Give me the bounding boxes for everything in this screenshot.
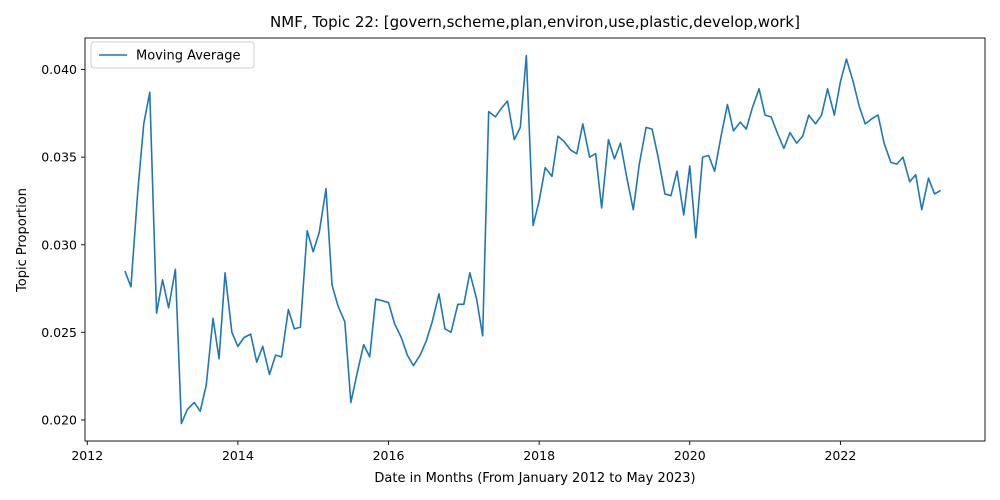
chart-title: NMF, Topic 22: [govern,scheme,plan,envir… <box>270 13 800 31</box>
y-tick-label: 0.020 <box>41 412 77 427</box>
plot-frame <box>84 37 986 442</box>
legend-label-moving-average: Moving Average <box>136 49 240 64</box>
legend-box <box>90 41 255 69</box>
y-tick-label: 0.030 <box>41 237 77 252</box>
y-axis-title: Topic Proportion <box>15 188 30 293</box>
y-axis: 0.020 0.025 0.030 0.035 0.040 <box>41 62 85 427</box>
x-tick-label: 2014 <box>222 448 254 463</box>
x-tick-label: 2018 <box>523 448 555 463</box>
plot-area <box>84 37 986 442</box>
x-tick-label: 2012 <box>71 448 103 463</box>
x-tick-label: 2016 <box>373 448 405 463</box>
y-tick-label: 0.025 <box>41 325 77 340</box>
series-line-moving-average <box>124 54 941 425</box>
x-axis: 2012 2014 2016 2018 2020 2022 <box>71 441 856 463</box>
y-tick-label: 0.035 <box>41 150 77 165</box>
x-axis-title: Date in Months (From January 2012 to May… <box>374 471 695 486</box>
legend: Moving Average <box>90 41 255 69</box>
x-tick-label: 2022 <box>824 448 856 463</box>
y-tick-label: 0.040 <box>41 62 77 77</box>
plot-background <box>85 38 985 441</box>
x-tick-label: 2020 <box>674 448 706 463</box>
